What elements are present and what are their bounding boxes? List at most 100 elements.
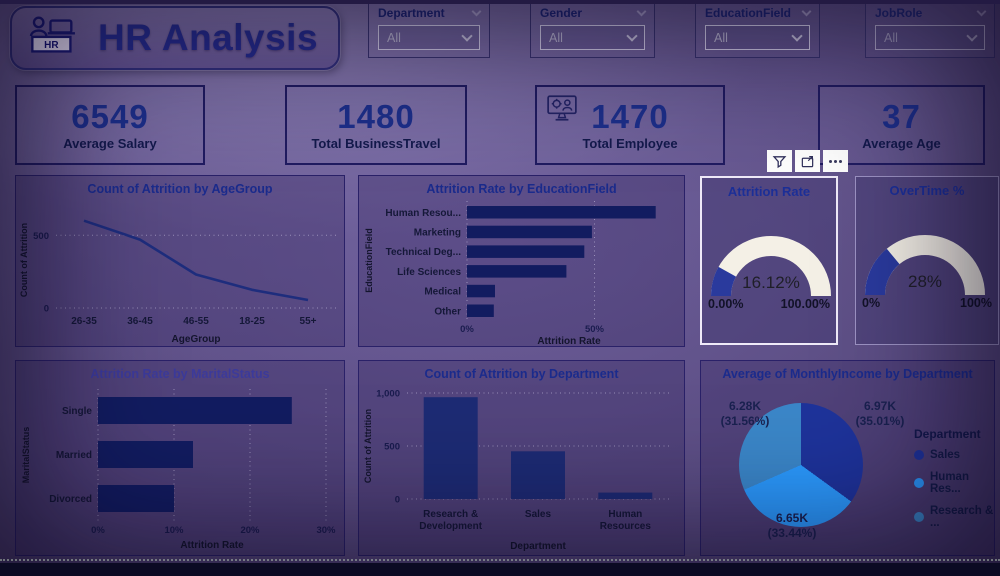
svg-text:Divorced: Divorced xyxy=(49,494,92,505)
svg-text:50%: 50% xyxy=(585,324,605,335)
legend-item-sales[interactable]: Sales xyxy=(914,449,994,461)
gauge-title: OverTime % xyxy=(889,183,965,198)
visual-toolbar xyxy=(767,150,848,172)
gauge-arc: 28% xyxy=(860,211,990,307)
slicer-jobrole: JobRole All xyxy=(865,0,995,58)
slicer-educationfield-dropdown[interactable]: All xyxy=(705,25,810,50)
svg-text:Medical: Medical xyxy=(424,287,461,298)
gauge-overtime[interactable]: OverTime % 28% 0% 100% xyxy=(855,176,999,345)
kpi-total-businesstravel-value: 1480 xyxy=(337,97,415,135)
bar-chart-canvas[interactable]: 0% 10% 20% 30% Single Married Divorced Attritio… xyxy=(16,381,346,555)
chart-attrition-by-department: Count of Attrition by Department 0 500 1,0… xyxy=(358,360,685,556)
svg-text:18-25: 18-25 xyxy=(239,316,265,327)
svg-text:10%: 10% xyxy=(164,525,184,536)
slicer-department: Department All xyxy=(368,0,490,58)
chevron-up-icon[interactable] xyxy=(636,6,647,17)
focus-mode-icon xyxy=(801,155,814,167)
chart-title: Attrition Rate by EducationField xyxy=(426,182,617,196)
gauge-attrition-rate[interactable]: Attrition Rate 16.12% 0.00% 100.00% xyxy=(700,176,838,345)
hr-desk-logo-icon: HR xyxy=(26,13,84,64)
slicer-educationfield: EducationField All xyxy=(695,0,820,58)
bottom-dotted-divider xyxy=(0,559,1000,561)
chart-title: Count of Attrition by Department xyxy=(424,367,619,381)
svg-text:AgeGroup: AgeGroup xyxy=(172,334,221,345)
kpi-total-businesstravel-label: Total BusinessTravel xyxy=(311,135,441,151)
slicer-gender-dropdown[interactable]: All xyxy=(540,25,645,50)
slicer-gender: Gender All xyxy=(530,0,655,58)
pie-label-research: 6.28K (31.56%) xyxy=(720,399,770,428)
gauge-max-label: 100% xyxy=(960,296,992,310)
chart-attrition-rate-by-educationfield: Attrition Rate by EducationField 0% 50% Hu… xyxy=(358,175,685,347)
chart-title: Attrition Rate by MaritalStatus xyxy=(90,367,270,381)
pie-chart[interactable] xyxy=(739,403,863,527)
kpi-total-employee-label: Total Employee xyxy=(582,135,678,151)
chart-title: Count of Attrition by AgeGroup xyxy=(87,182,273,196)
svg-text:Research &: Research & xyxy=(423,509,478,520)
svg-text:1,000: 1,000 xyxy=(376,389,400,400)
more-options-icon xyxy=(829,159,842,163)
svg-text:0: 0 xyxy=(395,495,400,506)
legend-item-humanresources[interactable]: Human Res... xyxy=(914,471,994,495)
svg-text:Attrition Rate: Attrition Rate xyxy=(180,540,244,551)
svg-text:Sales: Sales xyxy=(525,509,552,520)
page-title: HR Analysis xyxy=(98,17,319,58)
logo-hr-text: HR xyxy=(44,39,58,50)
top-edge xyxy=(0,0,1000,4)
kpi-average-age-label: Average Age xyxy=(862,135,941,151)
svg-text:Life Sciences: Life Sciences xyxy=(397,267,461,278)
pie-label-humanresources: 6.65K (33.44%) xyxy=(767,511,817,540)
chevron-up-icon[interactable] xyxy=(976,6,987,17)
filter-funnel-button[interactable] xyxy=(767,150,792,172)
slicer-jobrole-label: JobRole xyxy=(875,6,923,20)
legend-dot xyxy=(914,512,924,522)
gauge-title: Attrition Rate xyxy=(727,184,811,199)
chevron-up-icon[interactable] xyxy=(471,6,482,17)
svg-text:Resources: Resources xyxy=(600,521,652,532)
slicer-department-dropdown[interactable]: All xyxy=(378,25,480,50)
svg-text:Other: Other xyxy=(434,306,461,317)
svg-text:0%: 0% xyxy=(91,525,105,536)
svg-text:Technical Deg...: Technical Deg... xyxy=(386,247,462,258)
chart-monthlyincome-by-department: Average of MonthlyIncome by Department 6… xyxy=(700,360,995,556)
gauge-min-label: 0.00% xyxy=(708,297,744,311)
svg-text:36-45: 36-45 xyxy=(127,316,153,327)
chart-title: Average of MonthlyIncome by Department xyxy=(722,367,973,381)
kpi-average-salary-label: Average Salary xyxy=(63,135,157,151)
gauge-min-label: 0% xyxy=(862,296,881,310)
svg-text:MaritalStatus: MaritalStatus xyxy=(21,427,31,484)
svg-text:Human: Human xyxy=(608,509,642,520)
svg-text:16.12%: 16.12% xyxy=(742,273,800,292)
funnel-icon xyxy=(772,155,787,168)
bar-chart-canvas[interactable]: 0% 50% Human Resou... Marketing Technical De… xyxy=(359,196,686,347)
svg-text:Married: Married xyxy=(56,450,92,461)
svg-text:0: 0 xyxy=(44,304,49,315)
bottom-bar xyxy=(0,563,1000,576)
kpi-average-salary-value: 6549 xyxy=(71,97,149,135)
more-options-button[interactable] xyxy=(823,150,848,172)
chevron-down-icon xyxy=(966,29,978,42)
monitor-person-icon xyxy=(546,94,578,127)
legend-dot xyxy=(914,450,924,460)
svg-text:Count of Attrition: Count of Attrition xyxy=(19,223,29,297)
slicer-jobrole-dropdown[interactable]: All xyxy=(875,25,985,50)
svg-text:Attrition Rate: Attrition Rate xyxy=(537,336,601,346)
chart-attrition-rate-by-maritalstatus: Attrition Rate by MaritalStatus 0% 10% 20%… xyxy=(15,360,345,556)
svg-text:EducationField: EducationField xyxy=(364,228,374,293)
chevron-down-icon xyxy=(461,29,473,42)
legend-item-research[interactable]: Research & ... xyxy=(914,505,994,529)
svg-text:Department: Department xyxy=(510,541,566,552)
chevron-up-icon[interactable] xyxy=(801,6,812,17)
kpi-average-age-value: 37 xyxy=(882,97,921,135)
svg-text:28%: 28% xyxy=(908,272,942,291)
chevron-down-icon xyxy=(626,29,638,42)
svg-text:30%: 30% xyxy=(316,525,336,536)
svg-text:20%: 20% xyxy=(240,525,260,536)
svg-text:26-35: 26-35 xyxy=(71,316,97,327)
svg-text:55+: 55+ xyxy=(300,316,317,327)
gauge-arc: 16.12% xyxy=(706,212,836,308)
line-chart-canvas[interactable]: 0 500 26-35 36-45 46-55 18-25 55+ AgeGroup Count… xyxy=(16,196,346,346)
focus-mode-button[interactable] xyxy=(795,150,820,172)
svg-text:Development: Development xyxy=(419,521,482,532)
svg-text:Single: Single xyxy=(62,406,92,417)
column-chart-canvas[interactable]: 0 500 1,000 Research & Development Sales Human… xyxy=(359,381,686,555)
